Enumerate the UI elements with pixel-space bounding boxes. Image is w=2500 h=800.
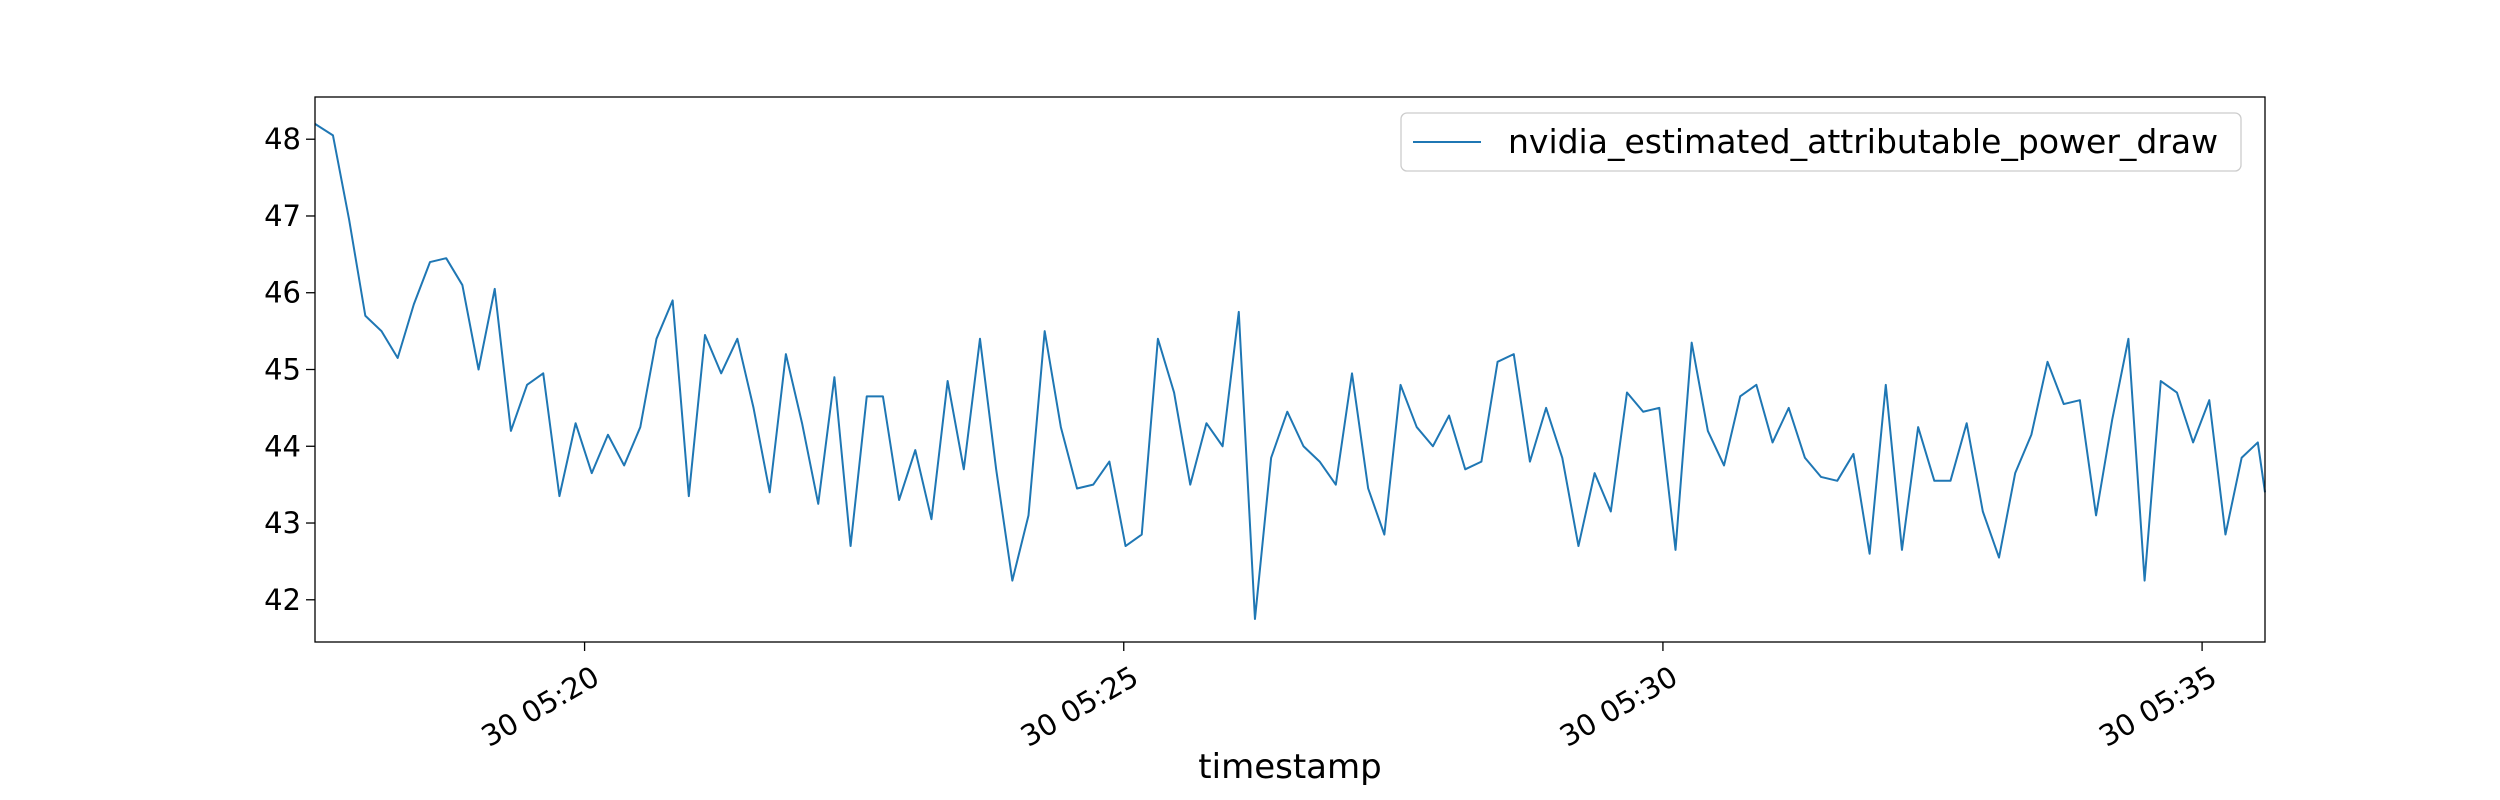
x-axis: 30 05:20 30 05:25 30 05:30 30 05:35 xyxy=(476,642,2222,754)
x-tick-label: 30 05:35 xyxy=(2093,659,2222,753)
y-tick-label: 43 xyxy=(264,506,301,540)
legend: nvidia_estimated_attributable_power_draw xyxy=(1400,112,2242,172)
y-tick-label: 45 xyxy=(264,353,301,387)
x-tick-label: 30 05:25 xyxy=(1015,659,1144,753)
y-tick-label: 42 xyxy=(264,583,301,617)
y-tick-label: 47 xyxy=(264,199,301,233)
y-axis: 42 43 44 45 46 47 48 xyxy=(264,122,315,617)
x-axis-title: timestamp xyxy=(1198,747,1381,787)
y-tick-label: 44 xyxy=(264,429,301,463)
legend-box xyxy=(1400,112,2242,172)
x-tick-label: 30 05:20 xyxy=(476,659,605,753)
legend-label: nvidia_estimated_attributable_power_draw xyxy=(1508,122,2218,161)
x-tick-label: 30 05:30 xyxy=(1554,659,1683,753)
plot-area xyxy=(315,97,2265,642)
y-tick-label: 46 xyxy=(264,276,301,310)
series-line-0 xyxy=(314,123,2266,620)
series-layer xyxy=(314,123,2266,620)
y-tick-label: 48 xyxy=(264,122,301,156)
